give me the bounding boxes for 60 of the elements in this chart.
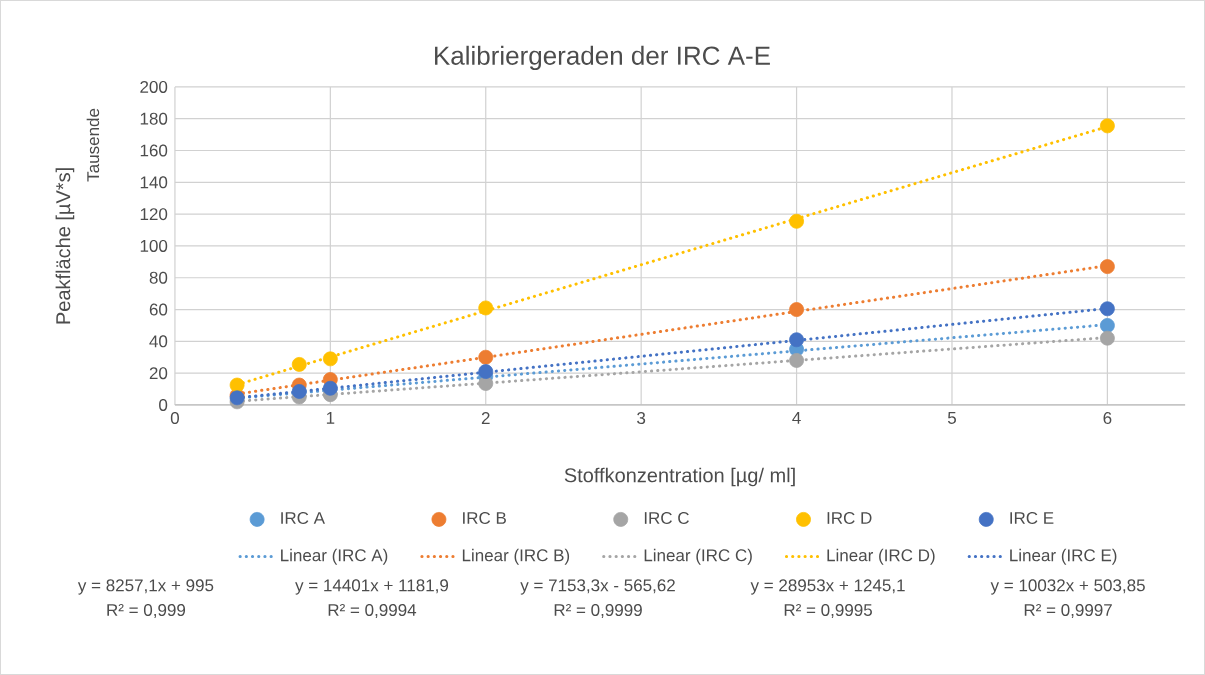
y-axis-title: Peakfläche [µV*s] [55, 168, 75, 324]
y-tick-label: 140 [140, 176, 168, 189]
text: Tausende [86, 108, 100, 182]
x-tick-label: 1 [326, 412, 335, 424]
y-tick-label: 200 [140, 80, 168, 93]
point [1099, 259, 1115, 275]
legend-label: Linear (IRC D) [827, 548, 935, 565]
y-tick-label: 0 [159, 399, 168, 412]
point [1099, 318, 1115, 333]
legend-label: IRC E [1010, 512, 1054, 525]
legend-label: IRC D [827, 512, 872, 525]
text: R² = 0,9995 [784, 604, 872, 619]
x-tick-label: 2 [481, 412, 490, 424]
x-tick-label: 6 [1103, 412, 1112, 425]
legend-label: Linear (IRC A) [281, 548, 388, 565]
x-axis-title: Stoffkonzentration [µg/ ml] [564, 467, 795, 487]
point [478, 364, 494, 380]
legend-label: IRC B [463, 512, 506, 525]
legend-label: IRC C [644, 512, 689, 525]
text: y = 8257,1x + 995 [77, 579, 214, 595]
x-tick-label: 3 [637, 412, 646, 425]
y-tick-label: 60 [149, 303, 168, 316]
y-tick-label: 180 [140, 112, 168, 125]
point [1099, 118, 1115, 134]
text: R² = 0,999 [107, 604, 186, 619]
point [789, 302, 804, 317]
point [229, 377, 245, 393]
chart-title: Kalibriergeraden der IRC A-E [435, 45, 770, 71]
x-tick-label: 4 [792, 412, 801, 424]
legend-label: IRC A [281, 512, 325, 525]
point [478, 349, 494, 365]
point [291, 357, 307, 372]
point [789, 332, 804, 348]
text: y = 14401x + 1181,9 [295, 579, 449, 595]
y-tick-label: 80 [149, 271, 168, 284]
point [322, 351, 338, 367]
point [789, 353, 804, 368]
text: y = 28953x + 1245,1 [750, 579, 905, 595]
y-tick-label: 20 [149, 367, 168, 380]
point [291, 384, 307, 399]
point [1099, 330, 1115, 346]
text: R² = 0,9997 [1024, 604, 1112, 619]
y-tick-label: 40 [149, 335, 168, 348]
x-tick-label: 0 [170, 412, 179, 425]
legend-label: Linear (IRC C) [644, 548, 752, 565]
y-tick-label: 160 [140, 144, 168, 157]
text: R² = 0,9999 [554, 604, 642, 619]
legend-label: Linear (IRC B) [462, 548, 570, 565]
point [322, 380, 338, 396]
point [789, 213, 804, 229]
y-tick-label: 120 [140, 208, 168, 221]
text: y = 7153,3x - 565,62 [520, 579, 675, 595]
text: R² = 0,9994 [328, 604, 417, 619]
point [478, 376, 494, 391]
point [1099, 301, 1115, 317]
point [478, 300, 494, 316]
legend-label: Linear (IRC E) [1010, 548, 1117, 565]
text: y = 10032x + 503,85 [990, 579, 1145, 595]
x-tick-label: 5 [947, 412, 957, 424]
y-tick-label: 100 [140, 239, 168, 252]
